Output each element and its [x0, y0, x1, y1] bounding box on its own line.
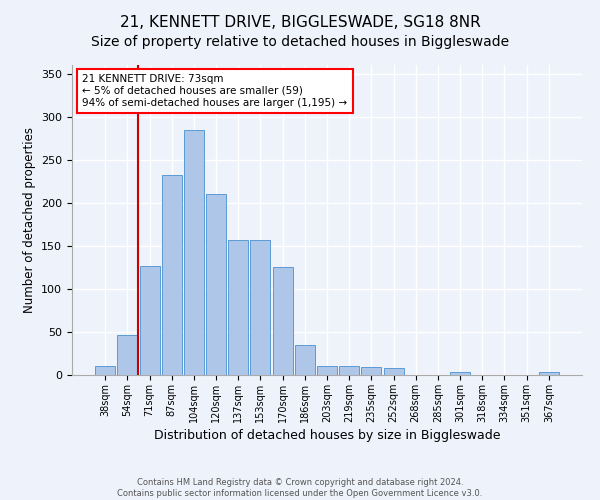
- Bar: [228, 240, 248, 375]
- Bar: [339, 366, 359, 375]
- Bar: [95, 366, 115, 375]
- Bar: [295, 345, 315, 375]
- Bar: [317, 366, 337, 375]
- Bar: [383, 368, 404, 375]
- Text: Size of property relative to detached houses in Biggleswade: Size of property relative to detached ho…: [91, 35, 509, 49]
- Text: Contains HM Land Registry data © Crown copyright and database right 2024.
Contai: Contains HM Land Registry data © Crown c…: [118, 478, 482, 498]
- X-axis label: Distribution of detached houses by size in Biggleswade: Distribution of detached houses by size …: [154, 429, 500, 442]
- Bar: [162, 175, 182, 375]
- Bar: [450, 372, 470, 375]
- Bar: [250, 240, 271, 375]
- Bar: [272, 266, 293, 375]
- Text: 21, KENNETT DRIVE, BIGGLESWADE, SG18 8NR: 21, KENNETT DRIVE, BIGGLESWADE, SG18 8NR: [119, 15, 481, 30]
- Bar: [140, 266, 160, 375]
- Bar: [361, 367, 382, 375]
- Bar: [539, 372, 559, 375]
- Bar: [118, 336, 137, 375]
- Bar: [206, 194, 226, 375]
- Text: 21 KENNETT DRIVE: 73sqm
← 5% of detached houses are smaller (59)
94% of semi-det: 21 KENNETT DRIVE: 73sqm ← 5% of detached…: [82, 74, 347, 108]
- Bar: [184, 130, 204, 375]
- Y-axis label: Number of detached properties: Number of detached properties: [23, 127, 35, 313]
